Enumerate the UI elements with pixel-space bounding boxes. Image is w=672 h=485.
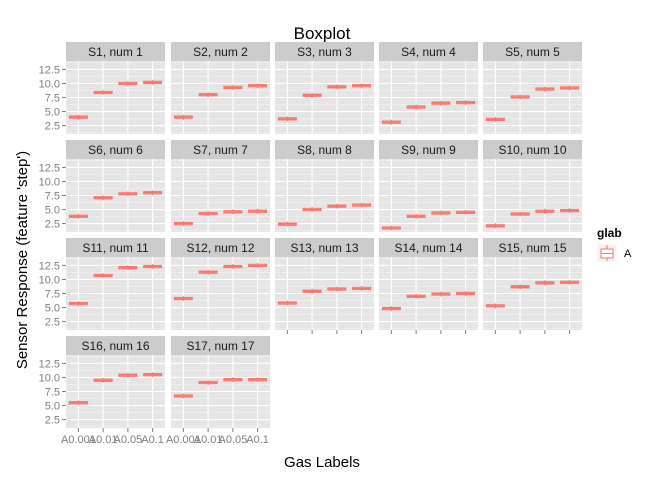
facet-strip: [171, 336, 270, 355]
facet-strip-label: S5, num 5: [505, 45, 560, 59]
facet-strip: [66, 140, 165, 159]
y-tick-label: 12.5: [39, 260, 60, 272]
facet-strip: [66, 336, 165, 355]
facet-strip-label: S9, num 9: [401, 143, 456, 157]
facet-strip: [483, 140, 582, 159]
chart-title: Boxplot: [294, 24, 351, 43]
facet-grid: S1, num 1 2.5 5.0 7.5 10.0 12.5 S2, num 2 S3, n…: [39, 42, 582, 446]
x-tick-label: A0.05: [219, 434, 248, 446]
x-tick-label: A0.1: [141, 434, 164, 446]
facet-strip-label: S17, num 17: [186, 339, 254, 353]
y-tick-label: 12.5: [39, 358, 60, 370]
facet-strip-label: S10, num 10: [498, 143, 566, 157]
y-tick-label: 2.5: [45, 121, 60, 133]
y-tick-label: 7.5: [45, 191, 60, 203]
x-tick-label: A0.01: [89, 434, 118, 446]
facet-strip: [171, 42, 270, 61]
y-tick-label: 10.0: [39, 78, 60, 90]
x-tick-label: A0.001: [61, 434, 96, 446]
facet-strip: [483, 42, 582, 61]
legend-entry-label: A: [624, 248, 632, 260]
facet-strip: [379, 42, 478, 61]
facet-strip-label: S16, num 16: [81, 339, 149, 353]
facet-strip-label: S7, num 7: [193, 143, 248, 157]
legend: glab A: [596, 226, 632, 263]
y-tick-label: 10.0: [39, 372, 60, 384]
facet-strip-label: S11, num 11: [82, 241, 149, 255]
facet-strip: [379, 238, 478, 257]
legend-title: glab: [597, 226, 622, 240]
y-tick-label: 5.0: [45, 303, 60, 315]
facet-strip-label: S4, num 4: [401, 45, 456, 59]
facet-strip: [275, 238, 374, 257]
facet-strip-label: S1, num 1: [88, 45, 143, 59]
y-tick-label: 7.5: [45, 387, 60, 399]
y-tick-label: 2.5: [45, 317, 60, 329]
y-axis-label: Sensor Response (feature 'step'): [14, 151, 31, 369]
facet-strip-label: S12, num 12: [186, 241, 254, 255]
facet-strip: [66, 238, 165, 257]
facet-strip-label: S3, num 3: [297, 45, 352, 59]
facet-strip-label: S8, num 8: [297, 143, 352, 157]
facet-strip-label: S15, num 15: [498, 241, 566, 255]
x-tick-label: A0.01: [194, 434, 223, 446]
y-tick-label: 5.0: [45, 205, 60, 217]
facet-strip: [66, 42, 165, 61]
y-tick-label: 5.0: [45, 401, 60, 413]
facet-strip: [275, 140, 374, 159]
y-tick-label: 2.5: [45, 219, 60, 231]
y-tick-label: 7.5: [45, 93, 60, 105]
x-axis-label: Gas Labels: [284, 454, 360, 471]
facet-strip: [379, 140, 478, 159]
x-tick-label: A0.001: [166, 434, 201, 446]
y-tick-label: 2.5: [45, 415, 60, 427]
y-tick-label: 7.5: [45, 289, 60, 301]
facet-strip: [275, 42, 374, 61]
x-tick-label: A0.1: [246, 434, 269, 446]
facet-strip-label: S14, num 14: [394, 241, 462, 255]
y-tick-label: 10.0: [39, 274, 60, 286]
facet-strip: [483, 238, 582, 257]
facet-strip-label: S6, num 6: [88, 143, 143, 157]
facet-strip: [171, 238, 270, 257]
y-tick-label: 12.5: [39, 162, 60, 174]
facet-strip-label: S2, num 2: [193, 45, 248, 59]
x-tick-label: A0.05: [114, 434, 143, 446]
facet-strip-label: S13, num 13: [290, 241, 358, 255]
y-tick-label: 12.5: [39, 64, 60, 76]
y-tick-label: 10.0: [39, 176, 60, 188]
y-tick-label: 5.0: [45, 107, 60, 119]
facet-strip: [171, 140, 270, 159]
